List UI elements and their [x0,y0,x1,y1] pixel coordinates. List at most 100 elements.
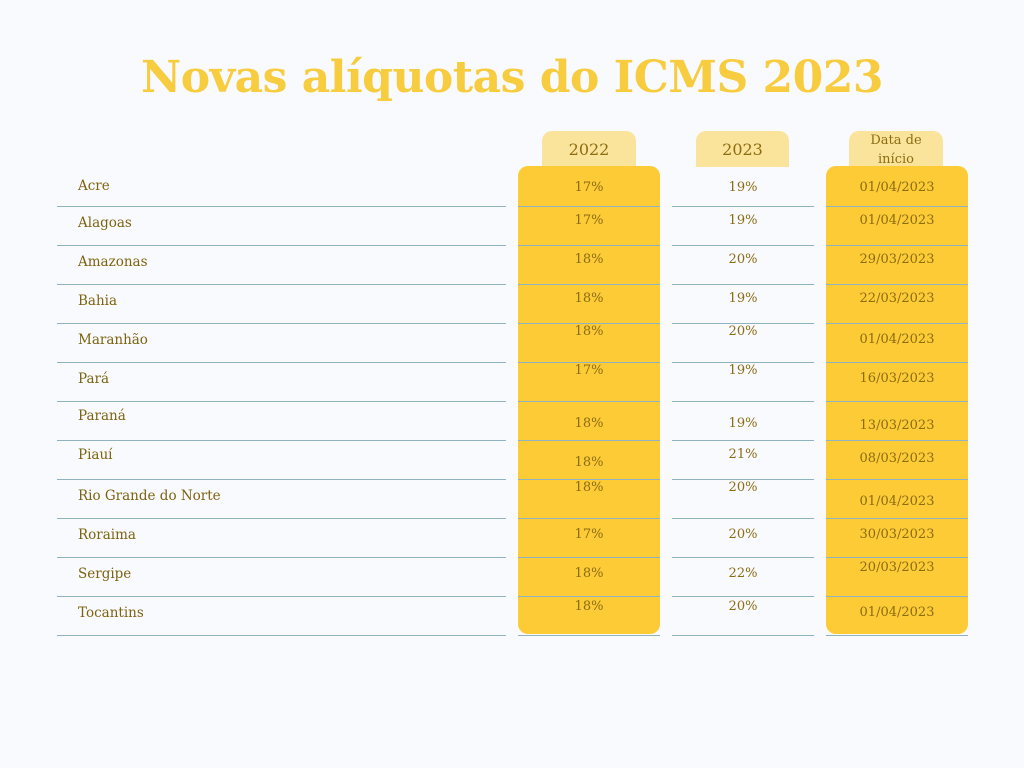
state-name: Maranhão [78,332,148,348]
row-divider [826,596,968,597]
row-divider [672,284,814,285]
row-divider [826,518,968,519]
row-divider [672,401,814,402]
row-divider [57,518,506,519]
start-date: 22/03/2023 [859,291,935,306]
row-divider [826,245,968,246]
header-start-date-line2: início [878,152,914,167]
rate-2023: 21% [728,447,758,462]
row-divider [518,401,660,402]
header-2023: 2023 [696,131,789,167]
rate-2022: 18% [574,416,604,431]
row-divider [518,635,660,636]
state-name: Piauí [78,447,113,463]
rate-2022: 18% [574,252,604,267]
start-date: 01/04/2023 [859,494,935,509]
state-name: Bahia [78,293,118,309]
row-divider [518,323,660,324]
column-start-date-background [826,166,968,634]
page-title: Novas alíquotas do ICMS 2023 [141,52,884,103]
rate-2023: 20% [728,324,758,339]
row-divider [518,557,660,558]
rate-2022: 18% [574,566,604,581]
row-divider [518,245,660,246]
row-divider [672,440,814,441]
start-date: 16/03/2023 [859,371,935,386]
rate-2023: 19% [728,180,758,195]
state-name: Rio Grande do Norte [78,488,221,504]
rate-2023: 20% [728,527,758,542]
start-date: 01/04/2023 [859,213,935,228]
row-divider [57,284,506,285]
rate-2022: 17% [574,180,604,195]
start-date: 01/04/2023 [859,605,935,620]
row-divider [826,440,968,441]
row-divider [826,284,968,285]
row-divider [826,323,968,324]
state-name: Sergipe [78,566,132,582]
row-divider [57,440,506,441]
row-divider [826,206,968,207]
row-divider [57,596,506,597]
row-divider [518,362,660,363]
row-divider [57,479,506,480]
row-divider [518,284,660,285]
rate-2022: 18% [574,324,604,339]
row-divider [57,323,506,324]
rate-2022: 18% [574,480,604,495]
state-name: Acre [78,178,110,194]
start-date: 01/04/2023 [859,332,935,347]
row-divider [672,245,814,246]
row-divider [518,518,660,519]
rate-2023: 19% [728,363,758,378]
rate-2023: 19% [728,416,758,431]
row-divider [672,557,814,558]
state-name: Paraná [78,408,126,424]
row-divider [518,440,660,441]
row-divider [672,596,814,597]
rate-2022: 18% [574,455,604,470]
row-divider [826,362,968,363]
row-divider [518,206,660,207]
row-divider [57,245,506,246]
column-2022-background [518,166,660,634]
row-divider [826,557,968,558]
start-date: 08/03/2023 [859,451,935,466]
row-divider [826,401,968,402]
rate-2022: 17% [574,527,604,542]
row-divider [672,323,814,324]
rate-2022: 17% [574,213,604,228]
row-divider [826,479,968,480]
start-date: 20/03/2023 [859,560,935,575]
row-divider [672,206,814,207]
state-name: Tocantins [78,605,144,621]
state-name: Roraima [78,527,136,543]
row-divider [57,557,506,558]
row-divider [672,518,814,519]
rate-2023: 22% [728,566,758,581]
header-start-date-line1: Data de [870,133,922,148]
header-start-date: Data de início [849,131,943,171]
rate-2022: 17% [574,363,604,378]
row-divider [672,635,814,636]
row-divider [57,206,506,207]
row-divider [672,479,814,480]
row-divider [826,635,968,636]
row-divider [57,635,506,636]
row-divider [57,401,506,402]
rate-2022: 18% [574,291,604,306]
start-date: 30/03/2023 [859,527,935,542]
start-date: 13/03/2023 [859,418,935,433]
rate-2023: 20% [728,480,758,495]
header-2022: 2022 [542,131,636,171]
row-divider [518,479,660,480]
rate-2023: 20% [728,252,758,267]
start-date: 29/03/2023 [859,252,935,267]
row-divider [518,596,660,597]
row-divider [57,362,506,363]
state-name: Pará [78,371,110,387]
rate-2023: 19% [728,213,758,228]
start-date: 01/04/2023 [859,180,935,195]
state-name: Alagoas [78,215,132,231]
rate-2023: 19% [728,291,758,306]
